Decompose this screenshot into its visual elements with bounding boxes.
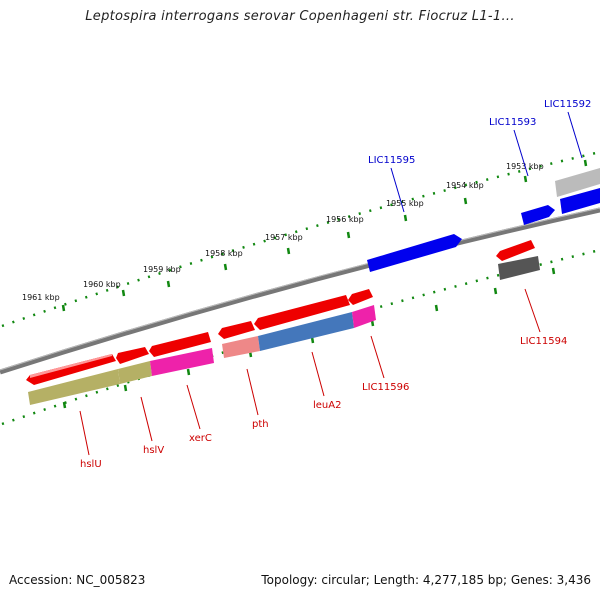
- genome-title: Leptospira interrogans serovar Copenhage…: [85, 9, 515, 24]
- scale-label: 1961 kbp: [22, 293, 60, 302]
- gene-label-LIC11592: LIC11592: [544, 99, 591, 110]
- scale-tick: [186, 368, 191, 376]
- scale-tick: [523, 175, 528, 183]
- scale-tick: [121, 289, 126, 297]
- gene-label-LIC11596: LIC11596: [362, 382, 409, 393]
- gene-label-pth: pth: [252, 419, 269, 430]
- scale-tick: [583, 159, 588, 167]
- cds-hslU: [28, 369, 120, 405]
- gene-arrow-pth: [218, 321, 255, 339]
- scale-tick: [346, 231, 351, 239]
- gene-arrow-LIC11596: [348, 289, 373, 305]
- scale-tick: [403, 214, 408, 222]
- cds-hslV: [118, 361, 152, 384]
- scale-tick: [166, 280, 171, 288]
- cds-LIC11596: [352, 305, 376, 328]
- gene-label-LIC11593: LIC11593: [489, 117, 536, 128]
- scale-ticks: [61, 159, 588, 409]
- scale-label: 1955 kbp: [386, 199, 424, 208]
- accession-text: Accession: NC_005823: [9, 573, 146, 587]
- genome-summary-text: Topology: circular; Length: 4,277,185 bp…: [261, 573, 591, 587]
- scale-tick: [61, 304, 66, 312]
- scale-label: 1958 kbp: [205, 249, 243, 258]
- gene-label-LIC11595: LIC11595: [368, 155, 415, 166]
- scale-label: 1960 kbp: [83, 280, 121, 289]
- scale-label: 1957 kbp: [265, 233, 303, 242]
- gene-arrow-xerC: [149, 332, 211, 357]
- upper-scale-ruler: [1, 150, 600, 328]
- gene-label-xerC: xerC: [189, 433, 212, 444]
- gene-arrow-LIC11593: [521, 205, 555, 225]
- cds-LIC11592: [555, 168, 600, 197]
- scale-tick: [223, 263, 228, 271]
- cds-xerC: [150, 348, 214, 376]
- scale-tick: [286, 247, 291, 255]
- gene-label-leuA2: leuA2: [313, 400, 341, 411]
- gene-arrow-hslU-shade: [30, 354, 112, 378]
- scale-tick: [463, 197, 468, 205]
- gene-label-hslU: hslU: [80, 459, 102, 470]
- gene-label-LIC11594: LIC11594: [520, 336, 567, 347]
- forward-genes: [26, 240, 535, 385]
- scale-tick: [493, 287, 498, 295]
- label-leaders: [79, 111, 583, 456]
- cds-leuA2: [258, 312, 354, 351]
- gene-arrow-hslU: [26, 354, 116, 385]
- reverse-genes: [367, 168, 600, 272]
- scale-label: 1954 kbp: [446, 181, 484, 190]
- scale-tick: [551, 267, 556, 275]
- scale-tick: [123, 384, 128, 392]
- scale-label: 1956 kbp: [326, 215, 364, 224]
- cds-features: [28, 256, 540, 405]
- scale-tick: [62, 401, 67, 409]
- gene-arrow-LIC11594: [496, 240, 535, 261]
- gene-arrow-leuA2: [254, 295, 350, 330]
- scale-label: 1959 kbp: [143, 265, 181, 274]
- gene-arrow-hslV: [116, 347, 149, 364]
- gene-arrow-LIC11592: [560, 188, 600, 214]
- cds-LIC11594: [498, 256, 540, 280]
- scale-tick: [434, 304, 439, 312]
- cds-pth: [222, 336, 260, 358]
- gene-arrow-LIC11595: [367, 234, 462, 272]
- chromosome-backbone-highlight: [0, 207, 600, 371]
- chromosome-backbone: [0, 207, 600, 375]
- gene-label-hslV: hslV: [143, 445, 164, 456]
